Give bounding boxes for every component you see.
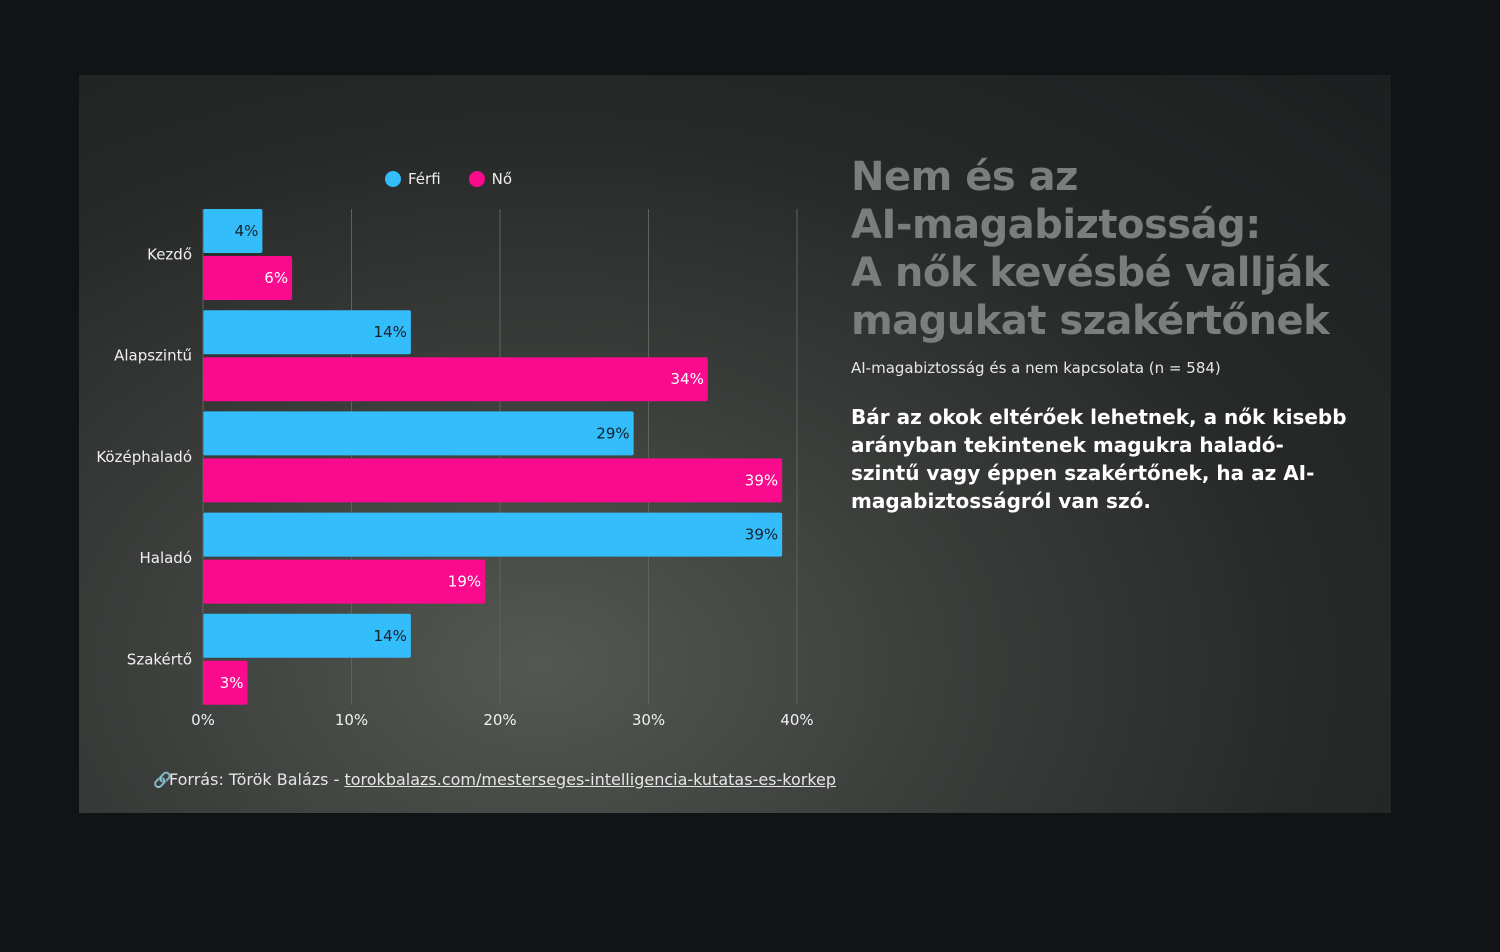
data-label: 39% [745, 526, 778, 544]
category-label: Haladó [139, 549, 192, 567]
bar-ferfi [203, 411, 634, 456]
slide-background: Férfi Nő 0% 10% 20% 30% 40% 4% 6% Kezdő 14% 34% Al… [79, 75, 1391, 813]
data-label: 34% [671, 370, 704, 388]
bar-no [203, 458, 783, 503]
x-tick-label: 30% [632, 711, 665, 729]
legend-dot-ferfi-icon [385, 171, 401, 187]
bar-ferfi [203, 209, 263, 253]
category-label: Középhaladó [96, 448, 192, 466]
source-line: 🔗Forrás: Török Balázs - torokbalazs.com/… [153, 770, 836, 789]
legend-item-no: Nő [468, 170, 513, 188]
source-link[interactable]: torokbalazs.com/mesterseges-intelligenci… [344, 770, 837, 789]
category-label: Kezdő [147, 246, 192, 264]
legend-label-ferfi: Férfi [408, 170, 441, 188]
link-icon: 🔗 [153, 771, 172, 789]
legend-dot-no-icon [468, 171, 485, 187]
data-label: 29% [596, 424, 629, 442]
chart-subtitle: AI-magabiztosság és a nem kapcsolata (n … [851, 359, 1221, 377]
x-tick-label: 40% [780, 711, 813, 729]
data-label: 14% [374, 627, 407, 645]
data-label: 19% [448, 573, 481, 591]
category-label: Szakértő [127, 650, 192, 668]
x-tick-label: 20% [483, 711, 516, 729]
bar-no [203, 256, 293, 300]
category-label: Alapszintű [114, 347, 192, 365]
chart-legend: Férfi Nő [385, 170, 540, 188]
bar-no [203, 357, 708, 402]
legend-item-ferfi: Férfi [385, 170, 441, 188]
legend-label-no: Nő [491, 170, 513, 188]
bar-ferfi [203, 512, 783, 557]
data-label: 6% [264, 269, 288, 287]
chart-description: Bár az okok eltérőek lehetnek, a nők kis… [851, 405, 1347, 513]
bar-no [203, 559, 486, 604]
bar-no [203, 660, 248, 705]
data-label: 3% [220, 674, 244, 692]
data-label: 39% [745, 471, 778, 489]
x-tick-label: 0% [191, 711, 215, 729]
source-label: Forrás: Török Balázs - [169, 770, 345, 789]
bar-chart: 0% 10% 20% 30% 40% 4% 6% Kezdő 14% 34% Alapszintű 2… [96, 209, 814, 729]
data-label: 14% [374, 323, 407, 341]
bar-ferfi [203, 310, 411, 355]
page-title: Nem és az AI-magabiztosság: A nők kevésb… [851, 154, 1330, 344]
x-tick-label: 10% [335, 711, 368, 729]
data-label: 4% [235, 222, 259, 240]
bar-ferfi [203, 613, 411, 658]
